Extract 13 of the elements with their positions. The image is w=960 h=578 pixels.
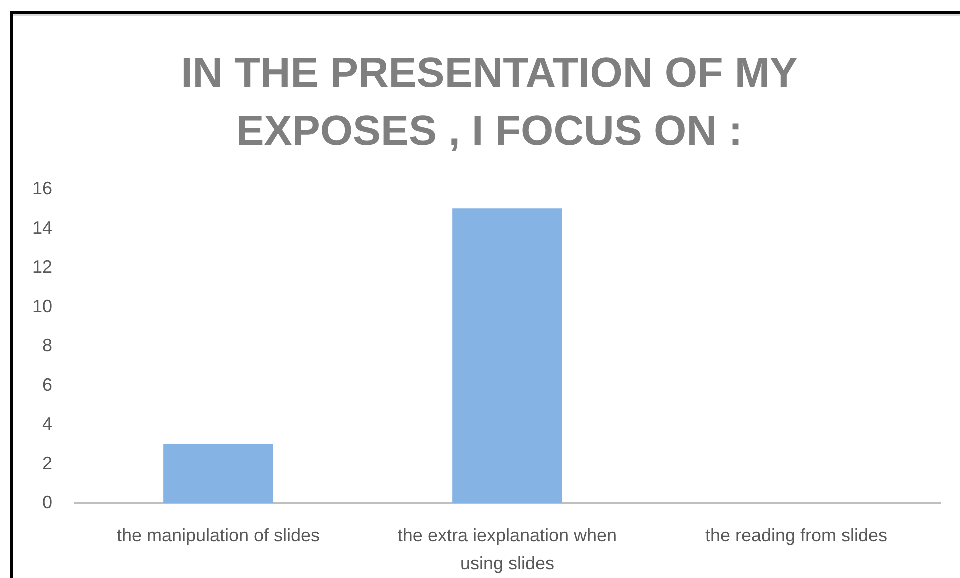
x-tick-label: the reading from slides xyxy=(705,526,888,546)
chart-title: IN THE PRESENTATION OF MY EXPOSES , I FOCUS ON : xyxy=(181,49,798,154)
y-tick-label: 12 xyxy=(32,257,52,277)
x-tick-label: the extra iexplanation when using slides xyxy=(398,526,618,574)
x-tick-label: the manipulation of slides xyxy=(116,526,320,546)
y-tick-label: 14 xyxy=(32,218,52,238)
y-tick-label: 6 xyxy=(42,374,52,395)
y-tick-label: 10 xyxy=(32,296,52,316)
y-tick-label: 16 xyxy=(32,178,52,198)
y-tick-label: 0 xyxy=(42,492,52,512)
y-tick-label: 8 xyxy=(42,336,52,356)
y-tick-label: 4 xyxy=(42,414,52,434)
y-tick-label: 2 xyxy=(42,453,52,474)
